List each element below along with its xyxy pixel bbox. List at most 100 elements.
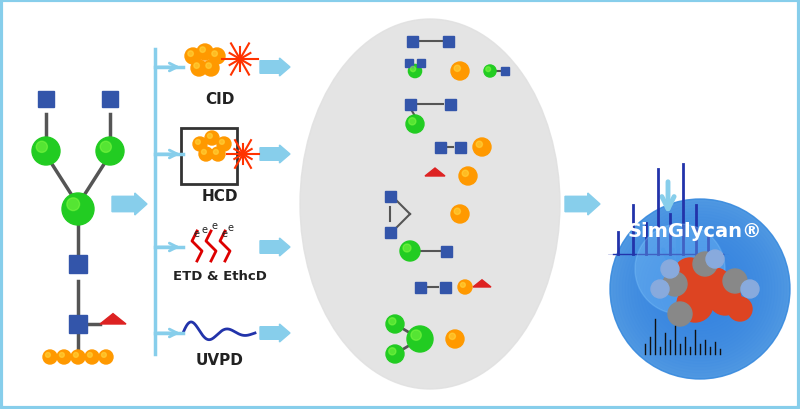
Circle shape	[473, 139, 491, 157]
Bar	[502, 68, 509, 75]
Circle shape	[188, 52, 194, 57]
Circle shape	[96, 138, 124, 166]
Circle shape	[663, 272, 687, 296]
Bar	[405, 60, 413, 68]
Circle shape	[407, 326, 433, 352]
Bar	[69, 315, 87, 333]
Circle shape	[59, 353, 64, 357]
Circle shape	[191, 61, 207, 77]
Bar	[442, 36, 454, 47]
Circle shape	[616, 205, 784, 373]
Circle shape	[410, 67, 416, 72]
Circle shape	[185, 49, 201, 65]
Circle shape	[446, 330, 464, 348]
Circle shape	[484, 66, 496, 78]
Circle shape	[635, 225, 725, 314]
Circle shape	[637, 227, 763, 352]
Circle shape	[628, 218, 772, 361]
Bar	[102, 92, 118, 108]
Circle shape	[211, 148, 225, 162]
Circle shape	[693, 252, 717, 276]
Circle shape	[62, 193, 94, 225]
Bar	[454, 142, 466, 153]
Text: e: e	[227, 222, 233, 232]
Circle shape	[674, 258, 706, 290]
Circle shape	[723, 270, 747, 293]
Text: e: e	[212, 220, 218, 230]
Circle shape	[36, 142, 47, 153]
Circle shape	[197, 45, 213, 61]
Circle shape	[634, 223, 766, 355]
Circle shape	[57, 350, 71, 364]
Circle shape	[100, 142, 111, 153]
Polygon shape	[112, 193, 147, 216]
Circle shape	[46, 353, 50, 357]
Circle shape	[649, 238, 751, 340]
Circle shape	[206, 64, 211, 69]
Circle shape	[205, 132, 219, 146]
Bar	[439, 282, 450, 293]
Text: SimGlycan®: SimGlycan®	[628, 222, 762, 241]
Text: ETD & EthcD: ETD & EthcD	[173, 270, 267, 282]
Circle shape	[622, 211, 778, 367]
Circle shape	[462, 171, 469, 177]
Circle shape	[451, 63, 469, 81]
Circle shape	[697, 286, 703, 292]
Text: e: e	[193, 229, 199, 238]
Circle shape	[389, 318, 396, 325]
Circle shape	[619, 209, 781, 370]
Circle shape	[664, 254, 736, 325]
Circle shape	[706, 250, 724, 268]
Polygon shape	[260, 146, 290, 164]
Bar	[406, 36, 418, 47]
Circle shape	[643, 232, 757, 346]
Circle shape	[459, 168, 477, 186]
Text: HCD: HCD	[202, 189, 238, 204]
Circle shape	[389, 348, 396, 355]
Circle shape	[43, 350, 57, 364]
Circle shape	[85, 350, 99, 364]
Circle shape	[682, 271, 718, 307]
Circle shape	[486, 67, 490, 72]
Circle shape	[409, 119, 416, 126]
Circle shape	[691, 280, 709, 298]
Circle shape	[651, 280, 669, 298]
Text: CID: CID	[206, 92, 234, 107]
Circle shape	[71, 350, 85, 364]
Circle shape	[212, 52, 218, 57]
Circle shape	[411, 330, 422, 340]
Circle shape	[461, 283, 466, 288]
Circle shape	[640, 229, 760, 349]
Circle shape	[454, 209, 461, 215]
Circle shape	[668, 302, 692, 326]
Text: UVPD: UVPD	[196, 352, 244, 367]
Circle shape	[454, 66, 461, 72]
Circle shape	[670, 259, 730, 319]
Circle shape	[219, 140, 224, 145]
Circle shape	[32, 138, 60, 166]
Polygon shape	[100, 314, 126, 324]
Bar	[441, 246, 451, 257]
Circle shape	[610, 200, 790, 379]
Polygon shape	[473, 280, 491, 287]
Polygon shape	[260, 324, 290, 342]
Circle shape	[685, 274, 715, 304]
Circle shape	[476, 142, 482, 148]
Circle shape	[200, 48, 206, 53]
Circle shape	[217, 138, 231, 152]
Circle shape	[451, 205, 469, 223]
Bar	[38, 92, 54, 108]
Bar	[69, 255, 87, 273]
Circle shape	[74, 353, 78, 357]
Circle shape	[195, 140, 200, 145]
Circle shape	[194, 64, 199, 69]
Circle shape	[458, 280, 472, 294]
Bar	[405, 99, 415, 110]
Circle shape	[102, 353, 106, 357]
Circle shape	[676, 265, 724, 313]
Circle shape	[207, 134, 212, 139]
Circle shape	[741, 280, 759, 298]
Circle shape	[652, 241, 748, 337]
Circle shape	[99, 350, 113, 364]
Circle shape	[625, 214, 775, 364]
